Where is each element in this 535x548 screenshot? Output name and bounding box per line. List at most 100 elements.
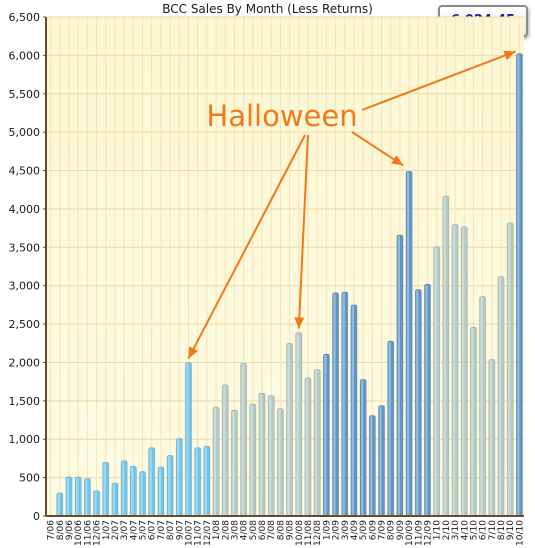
annotation-arrow: [297, 134, 309, 329]
bar-shine: [232, 411, 235, 515]
bar-shine: [425, 285, 428, 515]
bars: [47, 53, 523, 517]
bar-shine: [452, 225, 456, 515]
bar-shine: [480, 297, 483, 515]
y-tick-label: 4,000: [9, 203, 41, 216]
bar-shine: [66, 477, 70, 515]
y-tick-label: 0: [33, 510, 40, 523]
x-tick-label: 12/07: [203, 520, 213, 546]
annotation-arrowhead: [391, 155, 404, 166]
bar-shine: [406, 172, 410, 515]
x-tick-label: 3/10: [451, 520, 461, 540]
axes: [45, 17, 524, 517]
x-tick-label: 1/09: [322, 520, 332, 540]
y-tick-label: 6,500: [9, 11, 41, 24]
x-tick-label: 1/08: [212, 520, 222, 540]
bar-shine: [517, 54, 520, 516]
x-tick-label: 11/08: [304, 520, 314, 546]
bar-shine: [342, 292, 345, 515]
x-tick-label: 2/07: [111, 520, 121, 540]
bar-shine: [131, 467, 134, 515]
x-tick-label: 8/08: [276, 520, 286, 540]
y-tick-label: 5,000: [9, 126, 41, 139]
bar-shine: [379, 406, 382, 515]
bar-shine: [195, 448, 198, 515]
bar-shine: [416, 290, 419, 515]
y-tick-label: 2,000: [9, 356, 41, 369]
x-tick-label: 1/10: [433, 520, 443, 540]
x-tick-label: 5/08: [249, 520, 259, 540]
bar-shine: [149, 448, 152, 515]
x-tick-label: 3/07: [120, 520, 130, 540]
bar-shine: [397, 236, 400, 516]
x-tick-label: 10/06: [74, 520, 84, 546]
bar-shine: [112, 483, 116, 515]
y-tick-label: 1,500: [9, 395, 41, 408]
annotation-arrowhead: [294, 317, 305, 329]
x-tick-label: 7/07: [157, 520, 167, 540]
bar-shine: [388, 341, 391, 515]
x-tick-label: 6/08: [258, 520, 268, 540]
annotation-arrowhead: [188, 346, 199, 359]
x-tick-label: 12/06: [93, 520, 103, 546]
bar-shine: [204, 447, 207, 515]
bar-shine: [296, 333, 299, 515]
y-tick-label: 500: [19, 472, 40, 485]
annotation-arrow: [187, 134, 306, 359]
annotation: Halloween: [187, 50, 516, 359]
bar-shine: [250, 404, 253, 515]
x-tick-label: 9/08: [286, 520, 296, 540]
bar-shine: [94, 491, 97, 515]
bar-shine: [324, 355, 327, 515]
x-tick-label: 7/06: [47, 520, 57, 540]
x-tick-label: 2/10: [442, 520, 452, 540]
bar-shine: [443, 196, 446, 515]
bar-shine: [351, 305, 355, 515]
y-tick-label: 3,500: [9, 241, 41, 254]
y-tick-label: 2,500: [9, 318, 41, 331]
x-tick-label: 5/07: [139, 520, 149, 540]
x-tick-label: 3/08: [230, 520, 240, 540]
bar-shine: [269, 396, 272, 515]
bar-shine: [508, 223, 511, 516]
x-tick-label: 8/09: [387, 520, 397, 540]
bar-shine: [241, 364, 244, 515]
x-tick-label: 8/06: [56, 520, 66, 540]
x-tick-label: 12/08: [313, 520, 323, 546]
y-tick-label: 5,500: [9, 88, 41, 101]
bar-shine: [361, 380, 364, 515]
bar-shine: [315, 370, 318, 515]
bar-shine: [122, 461, 125, 515]
bar-shine: [103, 463, 106, 515]
x-tick-label: 5/10: [469, 520, 479, 540]
bar-shine: [259, 394, 263, 515]
bar-shine: [305, 378, 309, 515]
x-tick-label: 9/06: [65, 520, 75, 540]
x-tick-label: 4/09: [350, 520, 360, 540]
x-tick-label: 7/08: [267, 520, 277, 540]
bar-shine: [213, 407, 217, 515]
x-tick-label: 11/09: [414, 520, 424, 546]
x-tick-label: 6/07: [148, 520, 158, 540]
annotation-arrow: [361, 50, 516, 111]
y-tick-label: 1,000: [9, 433, 41, 446]
bar-shine: [471, 328, 474, 515]
x-tick-label: 4/10: [460, 520, 470, 540]
x-tick-label: 7/09: [378, 520, 388, 540]
bar-shine: [489, 360, 492, 515]
x-tick-label: 4/08: [240, 520, 250, 540]
x-tick-label: 6/09: [368, 520, 378, 540]
bar-shine: [287, 344, 290, 515]
bar-shine: [370, 416, 373, 515]
x-tick-label: 2/08: [221, 520, 231, 540]
bar-shine: [186, 363, 189, 515]
bar-shine: [223, 385, 226, 515]
x-tick-label: 10/10: [515, 520, 525, 546]
x-tick-label: 11/07: [194, 520, 204, 546]
x-tick-label: 9/07: [175, 520, 185, 540]
bar-shine: [167, 456, 171, 515]
y-tick-label: 4,500: [9, 165, 41, 178]
x-tick-label: 3/09: [341, 520, 351, 540]
x-tick-label: 11/06: [83, 520, 93, 546]
